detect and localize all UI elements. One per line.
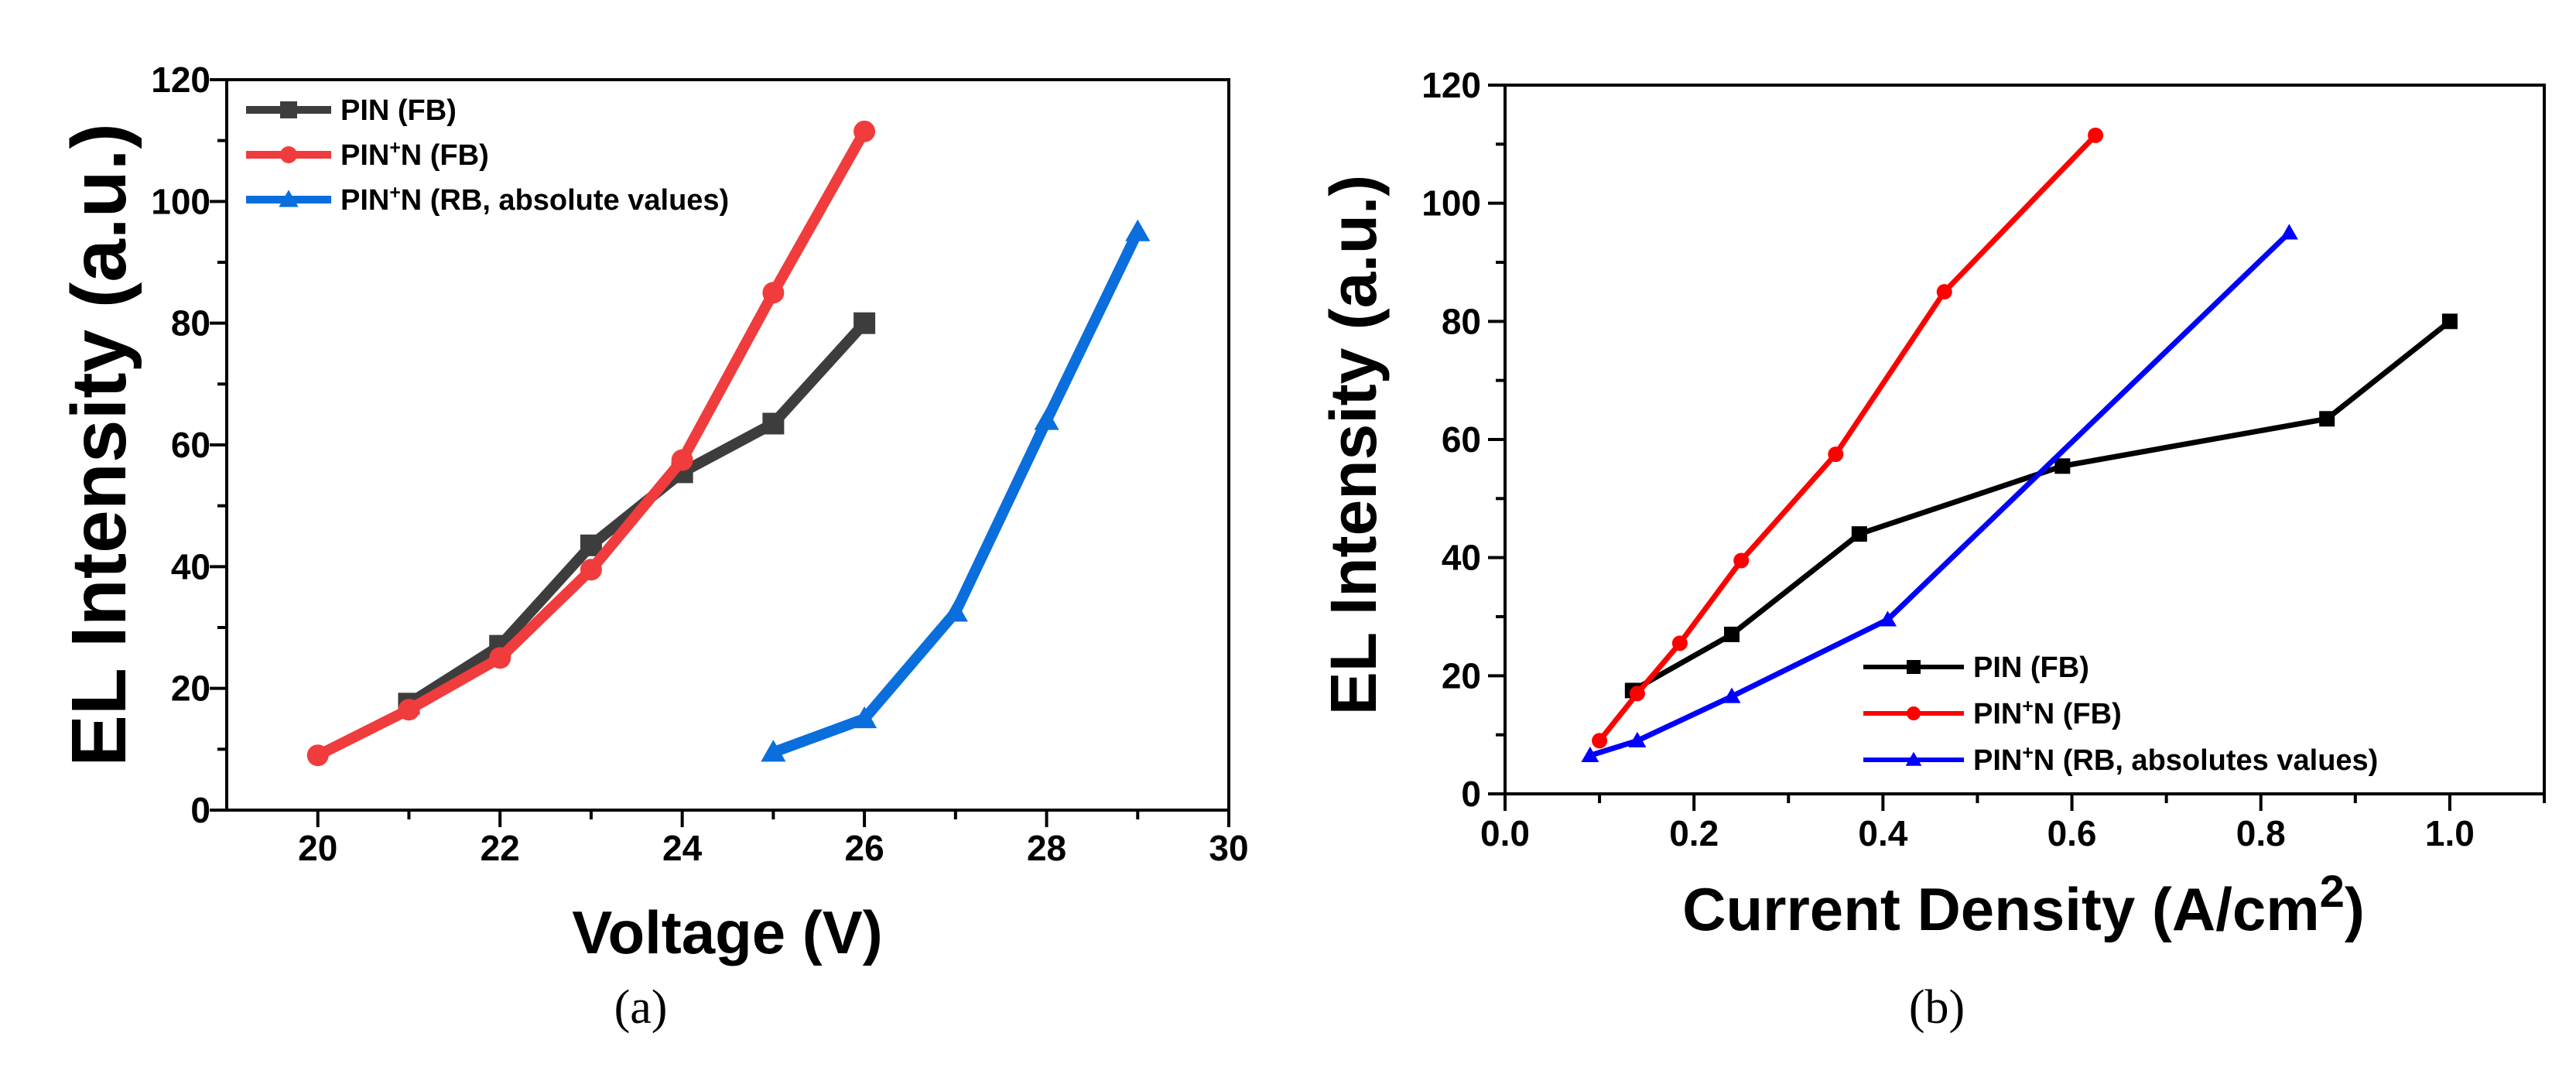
x-tick-label: 24 (662, 828, 703, 868)
data-point-1 (2054, 458, 2071, 474)
data-point-2 (1733, 552, 1750, 569)
data-point-1 (854, 312, 876, 334)
legend-marker-2 (280, 146, 297, 163)
data-point-3 (851, 706, 877, 729)
legend-marker-3 (1905, 751, 1922, 766)
x-tick-label: 28 (1027, 828, 1066, 868)
legend-label-3: PIN+N (RB, absolute values) (340, 183, 729, 217)
y-tick-label: 0 (190, 790, 210, 830)
data-point-2 (1936, 284, 1952, 300)
series-line-3 (771, 229, 1143, 758)
data-point-1 (2441, 313, 2458, 330)
chart-panel-a: 20 22 24 26 28 30 0 20 40 60 80 100 120 PIN (FB) PIN+… (56, 60, 1249, 1034)
data-point-2 (1592, 733, 1608, 749)
x-axis-title-a: Voltage (V) (572, 898, 883, 966)
data-point-2 (854, 120, 876, 142)
data-point-3 (1125, 219, 1151, 241)
y-tick-label: 100 (151, 181, 210, 221)
y-tick-label: 20 (171, 669, 210, 709)
legend-label-1: PIN (FB) (1973, 651, 2089, 684)
x-tick-label: 22 (481, 828, 520, 868)
data-point-3 (1581, 746, 1599, 763)
y-tick-label: 60 (171, 425, 210, 465)
data-point-2 (1828, 446, 1844, 463)
y-axis-title-a: EL Intensity (a.u.) (56, 123, 142, 767)
data-point-2 (306, 744, 329, 767)
data-point-1 (762, 412, 785, 435)
legend-label-1: PIN (FB) (340, 94, 457, 127)
legend-label-2: PIN+N (FB) (1973, 696, 2122, 730)
y-tick-label: 0 (1461, 774, 1481, 814)
data-point-3 (761, 740, 786, 762)
data-point-3 (2280, 224, 2298, 240)
y-axis-title-b: EL Intensity (a.u.) (1317, 175, 1390, 716)
data-point-2 (2088, 127, 2104, 143)
x-axis-title-b: Current Density (A/cm2) (1682, 867, 2365, 943)
data-point-3 (1034, 408, 1059, 430)
legend-marker-3 (279, 190, 299, 207)
y-tick-label: 80 (1442, 301, 1481, 341)
data-point-2 (489, 647, 511, 669)
x-axis-title-b-sup: 2 (2320, 867, 2345, 917)
legend-label-3: PIN+N (RB, absolutes values) (1973, 743, 2378, 777)
data-point-2 (398, 699, 420, 721)
data-point-2 (1671, 635, 1688, 651)
data-point-3 (1722, 687, 1741, 703)
y-tick-label: 40 (171, 546, 210, 587)
panel-label-b: (b) (1909, 981, 1965, 1034)
data-point-1 (1851, 526, 1867, 542)
legend-marker-1 (1907, 660, 1921, 674)
x-tick-label: 30 (1209, 828, 1248, 868)
data-point-2 (1629, 686, 1645, 702)
data-point-1 (2319, 411, 2335, 427)
legend-label-2: PIN+N (FB) (340, 138, 489, 172)
y-tick-label: 120 (1421, 65, 1481, 105)
y-tick-label: 60 (1442, 419, 1481, 460)
y-tick-label: 80 (171, 303, 210, 344)
data-point-2 (671, 449, 693, 471)
y-tick-label: 20 (1442, 655, 1481, 696)
y-tick-label: 40 (1442, 538, 1481, 578)
panel-label-a: (a) (614, 981, 668, 1034)
x-tick-label: 0.2 (1669, 813, 1719, 853)
chart-panel-b: 0.0 0.2 0.4 0.6 0.8 1.0 0 20 40 60 80 100 120 PIN (F… (1317, 65, 2546, 1034)
series-line-3 (1589, 231, 2291, 758)
y-tick-label: 100 (1421, 183, 1481, 224)
x-tick-label: 0.4 (1858, 813, 1907, 853)
x-axis-title-b-base: Current Density (A/cm (1682, 875, 2320, 943)
x-tick-label: 26 (845, 828, 884, 868)
x-axis-title-b-end: ) (2345, 875, 2365, 943)
data-point-3 (942, 600, 968, 622)
data-point-2 (580, 559, 602, 581)
x-tick-label: 0.6 (2047, 813, 2097, 853)
plot-frame-b (1504, 84, 2546, 795)
series-line-1 (1631, 319, 2452, 693)
x-tick-label: 20 (298, 828, 337, 868)
data-point-1 (1724, 626, 1740, 642)
data-point-3 (1878, 610, 1897, 627)
data-point-3 (1628, 731, 1647, 747)
series-line-2 (1597, 133, 2098, 743)
legend-marker-1 (280, 101, 297, 118)
legend-marker-2 (1907, 706, 1921, 720)
y-tick-label: 120 (151, 60, 210, 100)
series-line-2 (315, 128, 870, 761)
x-tick-label: 0.8 (2236, 813, 2286, 853)
x-tick-label: 1.0 (2425, 813, 2475, 853)
data-point-2 (762, 282, 785, 304)
x-tick-label: 0.0 (1480, 813, 1530, 853)
